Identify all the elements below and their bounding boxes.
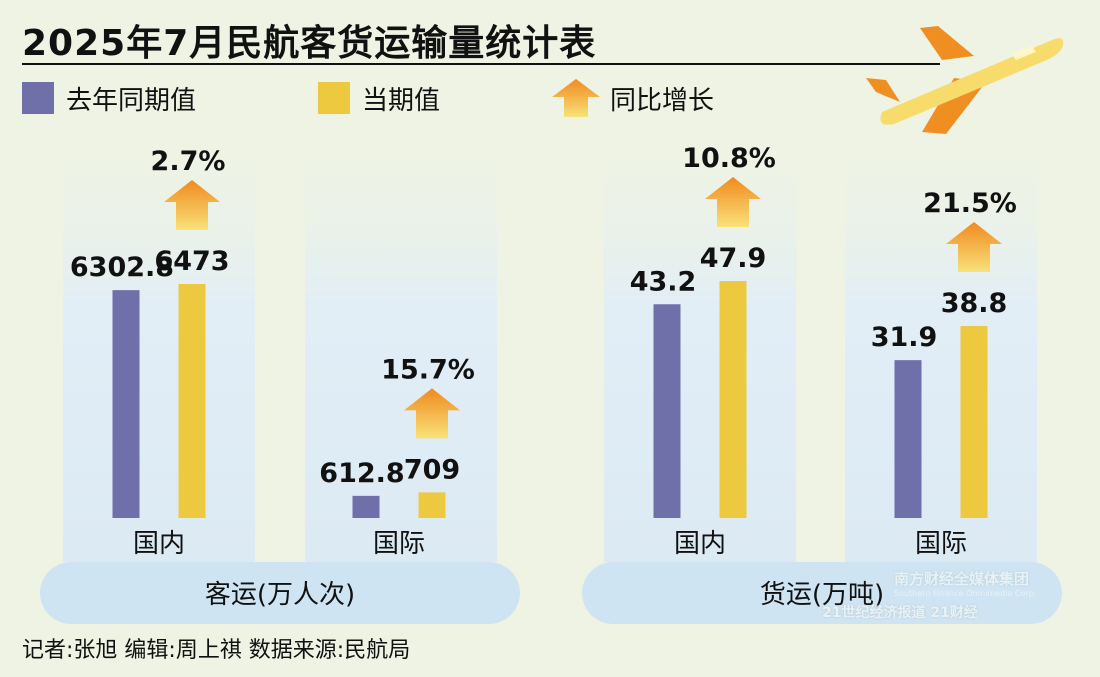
bar-last-year [112,290,140,518]
category-label: 国内 [133,529,185,559]
legend-label-growth: 同比增长 [610,85,715,116]
watermark-line-1: 南方财经全媒体集团 [894,570,1030,588]
category-label: 国际 [373,529,425,559]
data-label: 47.9 [700,243,767,274]
category-panel [63,130,255,562]
group-label: 客运(万人次) [205,580,355,610]
data-label: 31.9 [871,322,938,353]
legend-swatch-current [318,82,350,114]
data-label: 6302.8 [70,252,174,283]
bar-current [960,326,988,518]
category-panel [604,130,796,562]
group-pill [40,562,520,624]
footer-credits: 记者:张旭 编辑:周上祺 数据来源:民航局 [22,638,411,663]
watermark-line-2: Southern Finance Omnimedia Corp. [894,589,1037,598]
growth-arrow [705,177,761,227]
legend-label-current: 当期值 [362,85,441,116]
bar-current [178,284,206,518]
watermark: 南方财经全媒体集团 Southern Finance Omnimedia Cor… [822,568,1036,622]
bar-last-year [653,304,681,518]
bar-last-year [894,360,922,518]
watermark-line-3: 21世纪经济报道 21财经 [822,605,978,621]
legend-item-last-year: 去年同期值 [22,80,196,116]
category-label: 国际 [915,529,967,559]
bar-current [418,492,446,518]
page-title: 2025年7月民航客货运输量统计表 [22,23,597,64]
legend-item-current: 当期值 [318,80,440,116]
legend-swatch-last-year [22,82,54,114]
up-arrow-icon [552,79,600,117]
growth-label: 21.5% [923,188,1017,219]
category-panel [845,130,1037,562]
growth-arrow [164,180,220,230]
legend-item-growth: 同比增长 [552,79,715,117]
airplane-icon [866,26,1064,134]
growth-label: 10.8% [682,143,776,174]
title-divider [22,63,940,65]
legend-label-last-year: 去年同期值 [66,85,197,116]
data-label: 612.8 [319,458,404,489]
category-label: 国内 [674,529,726,559]
growth-label: 2.7% [151,146,226,177]
bar-last-year [352,495,380,518]
data-label: 38.8 [941,288,1008,319]
group-pill [582,562,1062,624]
growth-arrow [946,222,1002,273]
data-label: 6473 [154,246,229,277]
group-label: 货运(万吨) [760,580,884,610]
category-panel [305,130,497,562]
data-label: 709 [404,454,460,485]
growth-label: 15.7% [381,354,475,385]
growth-arrow [404,388,460,439]
data-label: 43.2 [630,266,697,297]
bar-current [719,281,747,518]
